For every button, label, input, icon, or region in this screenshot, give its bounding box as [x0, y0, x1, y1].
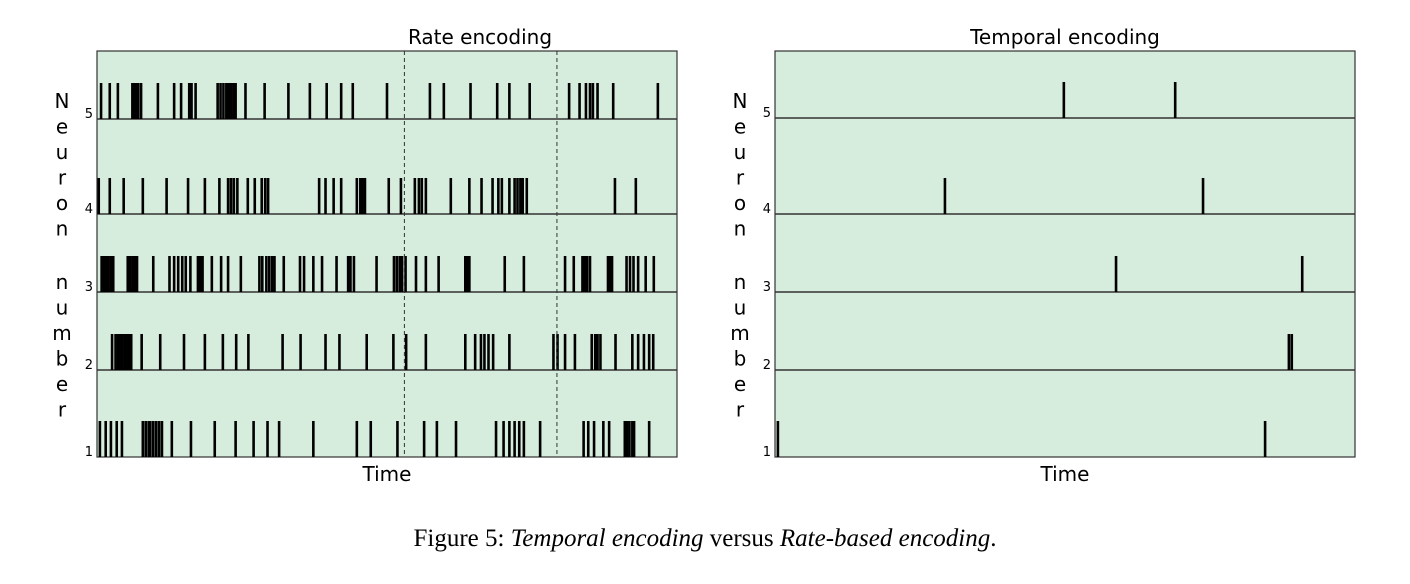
- y-tick-label: 1: [763, 445, 771, 460]
- y-tick-label: 4: [763, 202, 771, 217]
- spike-row-neuron-3: 3: [85, 256, 677, 295]
- caption-suffix: .: [990, 525, 996, 552]
- y-tick-label: 5: [763, 106, 771, 121]
- y-tick-label: 1: [85, 445, 93, 460]
- y-tick-label: 3: [85, 280, 93, 295]
- x-axis-label: Time: [1040, 462, 1090, 486]
- chart-title: Rate encoding: [408, 25, 552, 49]
- spike-row-neuron-5: 5: [85, 83, 677, 122]
- spike-row-neuron-2: 2: [763, 334, 1355, 373]
- spike-row-neuron-4: 4: [85, 178, 677, 217]
- spike-row-neuron-2: 2: [85, 334, 677, 373]
- y-tick-label: 4: [85, 202, 93, 217]
- spike-row-neuron-4: 4: [763, 178, 1355, 217]
- y-tick-label: 2: [85, 358, 93, 373]
- caption-middle: versus: [704, 525, 780, 552]
- caption-term-temporal: Temporal encoding: [511, 525, 704, 552]
- chart-title: Temporal encoding: [969, 25, 1160, 49]
- y-tick-label: 2: [763, 358, 771, 373]
- spike-row-neuron-1: 1: [85, 421, 651, 460]
- y-tick-label: 5: [85, 107, 93, 122]
- caption-term-rate: Rate-based encoding: [779, 525, 990, 552]
- caption-prefix: Figure 5:: [413, 525, 510, 552]
- spike-row-neuron-1: 1: [763, 421, 1267, 460]
- x-axis-label: Time: [362, 462, 412, 486]
- spike-row-neuron-3: 3: [763, 256, 1355, 295]
- figure-caption: Figure 5: Temporal encoding versus Rate-…: [413, 525, 996, 552]
- y-tick-label: 3: [763, 280, 771, 295]
- spike-row-neuron-5: 5: [763, 82, 1355, 121]
